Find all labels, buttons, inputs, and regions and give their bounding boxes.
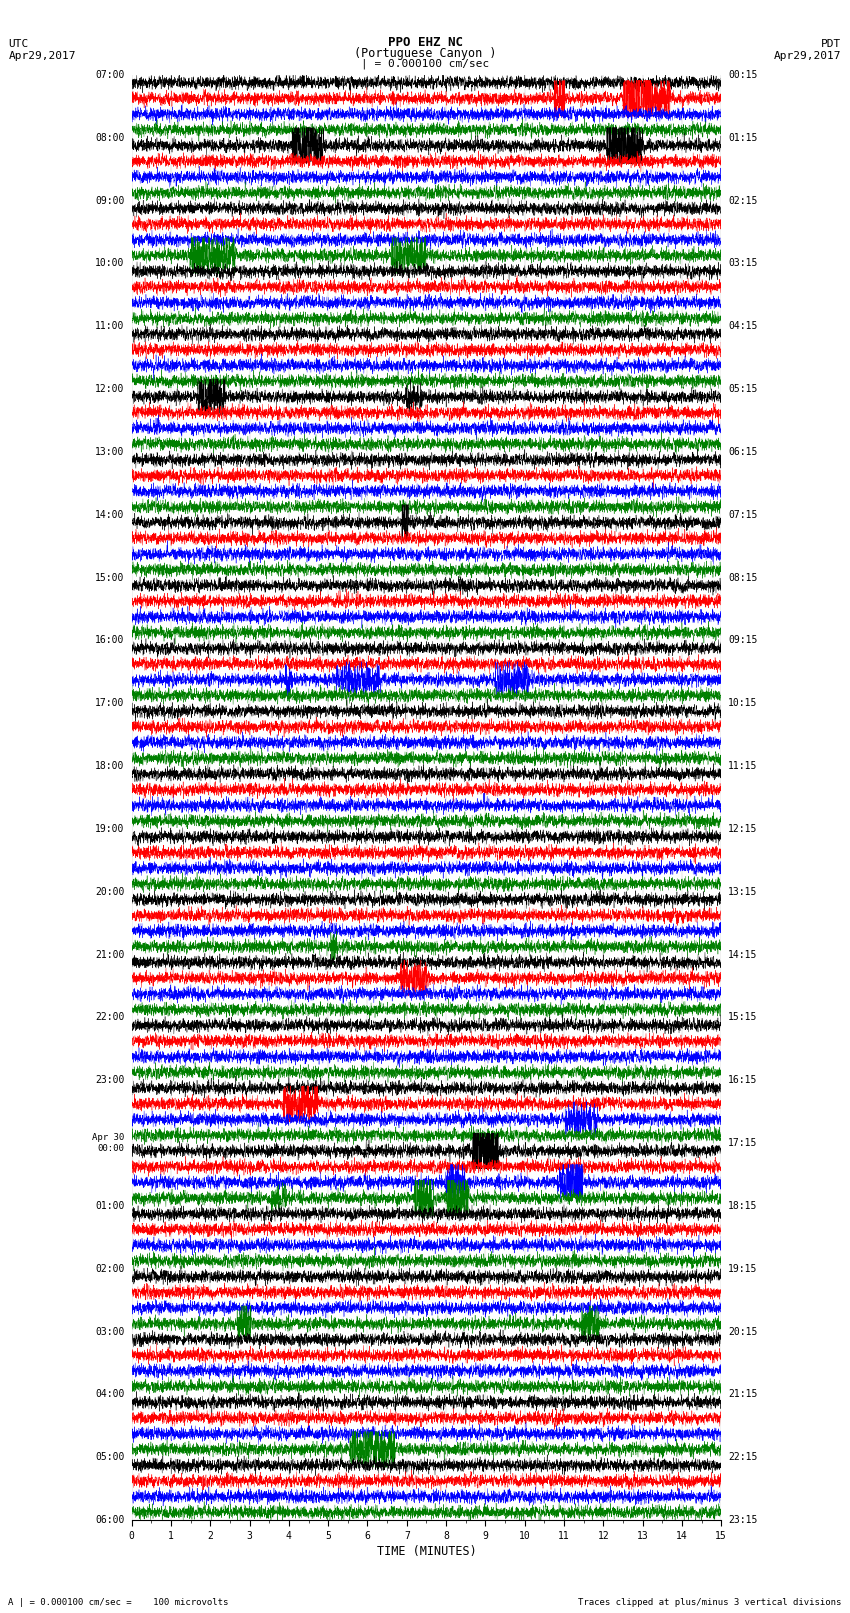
Text: 16:15: 16:15 bbox=[728, 1076, 757, 1086]
Text: 11:00: 11:00 bbox=[95, 321, 125, 331]
Text: 15:00: 15:00 bbox=[95, 573, 125, 582]
Text: 18:15: 18:15 bbox=[728, 1202, 757, 1211]
Text: 07:15: 07:15 bbox=[728, 510, 757, 519]
Text: 19:15: 19:15 bbox=[728, 1263, 757, 1274]
Text: 04:15: 04:15 bbox=[728, 321, 757, 331]
Text: 12:00: 12:00 bbox=[95, 384, 125, 394]
Text: | = 0.000100 cm/sec: | = 0.000100 cm/sec bbox=[361, 58, 489, 69]
Text: 09:15: 09:15 bbox=[728, 636, 757, 645]
Text: 01:15: 01:15 bbox=[728, 132, 757, 142]
Text: 04:00: 04:00 bbox=[95, 1389, 125, 1400]
Text: 10:00: 10:00 bbox=[95, 258, 125, 268]
Text: Apr29,2017: Apr29,2017 bbox=[8, 52, 76, 61]
Text: 17:15: 17:15 bbox=[728, 1139, 757, 1148]
Text: 16:00: 16:00 bbox=[95, 636, 125, 645]
Text: 20:15: 20:15 bbox=[728, 1326, 757, 1337]
Text: 19:00: 19:00 bbox=[95, 824, 125, 834]
Text: 05:15: 05:15 bbox=[728, 384, 757, 394]
Text: 20:00: 20:00 bbox=[95, 887, 125, 897]
Text: 17:00: 17:00 bbox=[95, 698, 125, 708]
Text: 10:15: 10:15 bbox=[728, 698, 757, 708]
Text: 23:15: 23:15 bbox=[728, 1515, 757, 1526]
Text: 21:15: 21:15 bbox=[728, 1389, 757, 1400]
Text: 11:15: 11:15 bbox=[728, 761, 757, 771]
Text: 15:15: 15:15 bbox=[728, 1013, 757, 1023]
Text: 07:00: 07:00 bbox=[95, 69, 125, 79]
Text: 23:00: 23:00 bbox=[95, 1076, 125, 1086]
Text: 12:15: 12:15 bbox=[728, 824, 757, 834]
Text: 01:00: 01:00 bbox=[95, 1202, 125, 1211]
Text: 22:00: 22:00 bbox=[95, 1013, 125, 1023]
Text: 13:00: 13:00 bbox=[95, 447, 125, 456]
Text: 02:00: 02:00 bbox=[95, 1263, 125, 1274]
Text: 08:00: 08:00 bbox=[95, 132, 125, 142]
Text: A | = 0.000100 cm/sec =    100 microvolts: A | = 0.000100 cm/sec = 100 microvolts bbox=[8, 1597, 229, 1607]
Text: 22:15: 22:15 bbox=[728, 1452, 757, 1463]
Text: 18:00: 18:00 bbox=[95, 761, 125, 771]
Text: 21:00: 21:00 bbox=[95, 950, 125, 960]
Text: 05:00: 05:00 bbox=[95, 1452, 125, 1463]
Text: 06:00: 06:00 bbox=[95, 1515, 125, 1526]
Text: 03:15: 03:15 bbox=[728, 258, 757, 268]
Text: PDT: PDT bbox=[821, 39, 842, 50]
Text: UTC: UTC bbox=[8, 39, 29, 50]
Text: 14:00: 14:00 bbox=[95, 510, 125, 519]
Text: 00:15: 00:15 bbox=[728, 69, 757, 79]
Text: Traces clipped at plus/minus 3 vertical divisions: Traces clipped at plus/minus 3 vertical … bbox=[578, 1597, 842, 1607]
Text: 13:15: 13:15 bbox=[728, 887, 757, 897]
Text: 09:00: 09:00 bbox=[95, 195, 125, 205]
Text: Apr29,2017: Apr29,2017 bbox=[774, 52, 842, 61]
X-axis label: TIME (MINUTES): TIME (MINUTES) bbox=[377, 1545, 476, 1558]
Text: 08:15: 08:15 bbox=[728, 573, 757, 582]
Text: (Portuguese Canyon ): (Portuguese Canyon ) bbox=[354, 47, 496, 60]
Text: 14:15: 14:15 bbox=[728, 950, 757, 960]
Text: 02:15: 02:15 bbox=[728, 195, 757, 205]
Text: 03:00: 03:00 bbox=[95, 1326, 125, 1337]
Text: PPO EHZ NC: PPO EHZ NC bbox=[388, 35, 462, 50]
Text: Apr 30
00:00: Apr 30 00:00 bbox=[93, 1132, 125, 1153]
Text: 06:15: 06:15 bbox=[728, 447, 757, 456]
